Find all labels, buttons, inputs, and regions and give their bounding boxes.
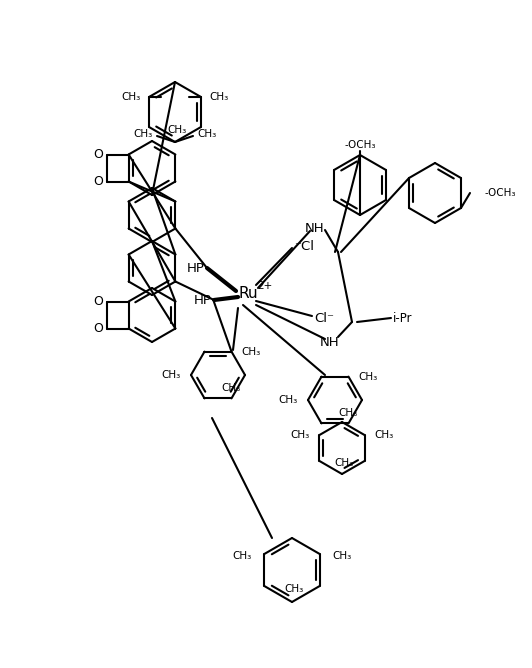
Text: 2+: 2+ xyxy=(257,281,272,291)
Text: CH₃: CH₃ xyxy=(168,125,187,135)
Text: CH₃: CH₃ xyxy=(375,430,394,440)
Text: O: O xyxy=(94,175,104,188)
Text: CH₃: CH₃ xyxy=(134,129,153,139)
Text: CH₃: CH₃ xyxy=(162,370,181,380)
Text: HP: HP xyxy=(187,261,205,275)
Text: i-Pr: i-Pr xyxy=(393,311,412,325)
Text: CH₃: CH₃ xyxy=(285,584,304,594)
Text: CH₃: CH₃ xyxy=(335,458,354,468)
Text: NH: NH xyxy=(305,222,325,234)
Text: O: O xyxy=(94,322,104,335)
Text: CH₃: CH₃ xyxy=(359,371,378,381)
Text: HP: HP xyxy=(194,293,212,307)
Text: CH₃: CH₃ xyxy=(222,383,241,393)
Text: CH₃: CH₃ xyxy=(339,408,358,418)
Text: Ru: Ru xyxy=(238,285,258,301)
Text: CH₃: CH₃ xyxy=(290,430,310,440)
Text: CH₃: CH₃ xyxy=(232,551,251,561)
Text: -OCH₃: -OCH₃ xyxy=(344,140,376,150)
Text: ⁻Cl: ⁻Cl xyxy=(294,240,314,253)
Text: CH₃: CH₃ xyxy=(209,92,228,102)
Text: O: O xyxy=(94,295,104,308)
Text: Cl⁻: Cl⁻ xyxy=(314,311,334,325)
Text: CH₃: CH₃ xyxy=(242,347,261,357)
Text: CH₃: CH₃ xyxy=(279,395,298,405)
Text: CH₃: CH₃ xyxy=(332,551,352,561)
Text: NH: NH xyxy=(320,335,340,349)
Text: CH₃: CH₃ xyxy=(197,129,216,139)
Text: -OCH₃: -OCH₃ xyxy=(485,188,517,198)
Text: CH₃: CH₃ xyxy=(122,92,141,102)
Text: O: O xyxy=(94,148,104,161)
